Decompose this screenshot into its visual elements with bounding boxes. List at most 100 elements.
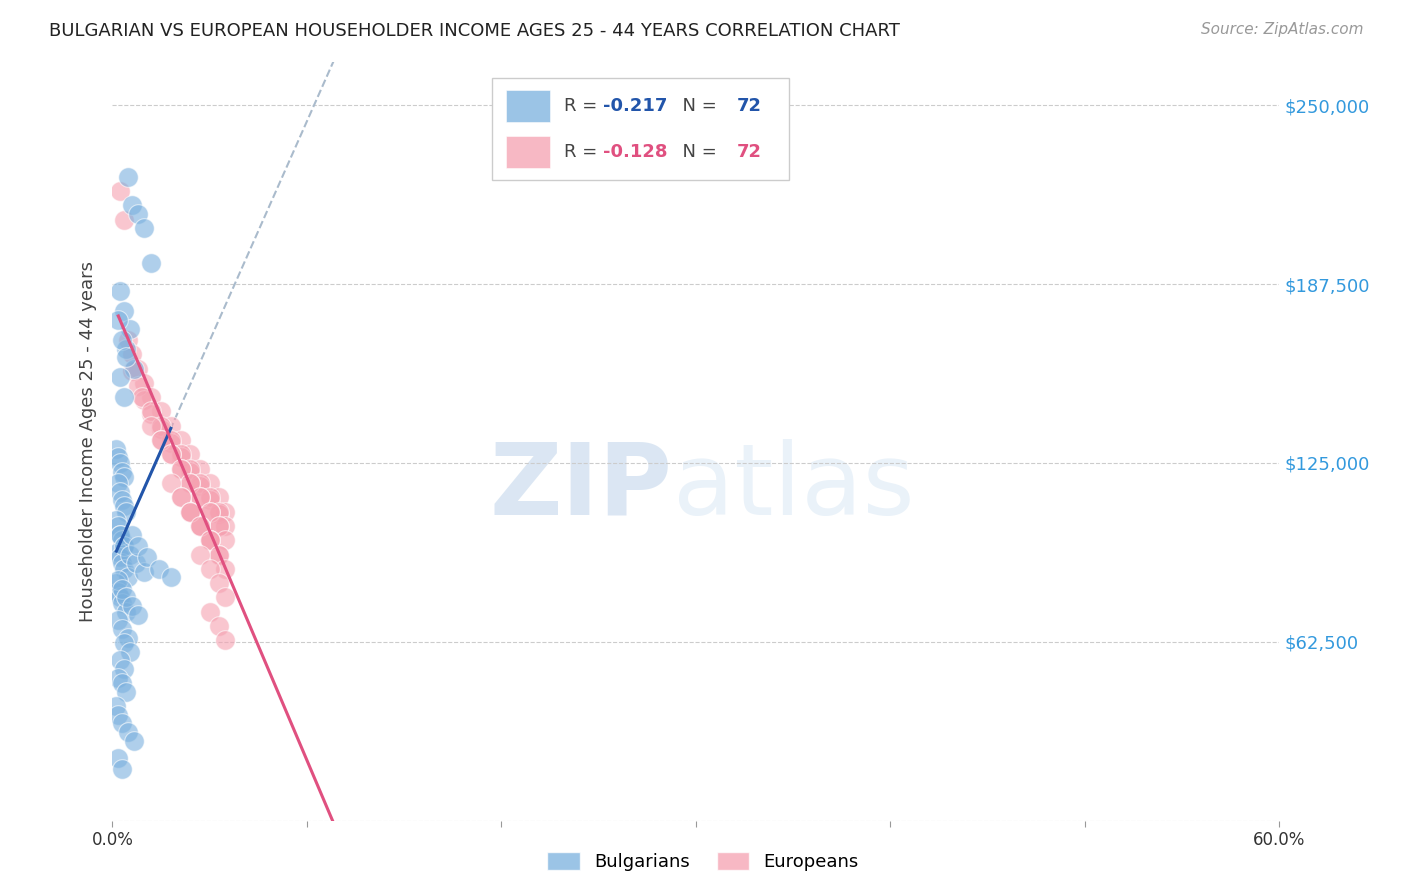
FancyBboxPatch shape bbox=[506, 136, 550, 168]
Bulgarians bbox=[110, 484, 132, 499]
Europeans bbox=[150, 404, 173, 418]
Bulgarians bbox=[107, 476, 129, 491]
Bulgarians bbox=[107, 544, 129, 558]
Europeans bbox=[127, 378, 149, 392]
Europeans bbox=[179, 465, 201, 479]
Europeans bbox=[117, 333, 139, 347]
Europeans bbox=[112, 212, 135, 227]
Bulgarians bbox=[111, 622, 134, 636]
Bulgarians bbox=[107, 750, 129, 764]
Europeans bbox=[121, 364, 143, 378]
Europeans bbox=[208, 505, 231, 519]
Europeans bbox=[188, 491, 211, 505]
Europeans bbox=[179, 505, 201, 519]
Europeans bbox=[179, 476, 201, 491]
Bulgarians bbox=[141, 256, 163, 270]
Bulgarians bbox=[111, 333, 134, 347]
Europeans bbox=[110, 184, 132, 198]
Y-axis label: Householder Income Ages 25 - 44 years: Householder Income Ages 25 - 44 years bbox=[79, 261, 97, 622]
Bulgarians bbox=[121, 527, 143, 541]
Bulgarians bbox=[111, 762, 134, 776]
Europeans bbox=[179, 447, 201, 461]
Bulgarians bbox=[105, 699, 128, 714]
Bulgarians bbox=[132, 565, 155, 579]
Bulgarians bbox=[107, 450, 129, 465]
Europeans bbox=[160, 476, 183, 491]
Bulgarians bbox=[112, 562, 135, 576]
Bulgarians bbox=[115, 505, 138, 519]
Text: ZIP: ZIP bbox=[489, 439, 672, 535]
Europeans bbox=[188, 491, 211, 505]
Bulgarians bbox=[127, 607, 149, 622]
Europeans bbox=[132, 376, 155, 390]
Bulgarians bbox=[122, 733, 145, 747]
Bulgarians bbox=[117, 631, 139, 645]
Europeans bbox=[198, 533, 221, 548]
Text: 72: 72 bbox=[737, 143, 762, 161]
Europeans bbox=[169, 491, 191, 505]
Europeans bbox=[214, 519, 236, 533]
Bulgarians bbox=[112, 662, 135, 676]
Europeans bbox=[188, 548, 211, 562]
Europeans bbox=[121, 347, 143, 361]
Europeans bbox=[179, 461, 201, 475]
Bulgarians bbox=[111, 716, 134, 731]
Bulgarians bbox=[118, 321, 141, 335]
Bulgarians bbox=[105, 442, 128, 456]
Europeans bbox=[214, 633, 236, 648]
Text: -0.128: -0.128 bbox=[603, 143, 666, 161]
Bulgarians bbox=[107, 671, 129, 685]
Europeans bbox=[198, 562, 221, 576]
Bulgarians bbox=[111, 596, 134, 610]
Europeans bbox=[160, 418, 183, 433]
Bulgarians bbox=[112, 390, 135, 404]
Bulgarians bbox=[117, 570, 139, 584]
Europeans bbox=[150, 433, 173, 447]
Bulgarians bbox=[110, 285, 132, 299]
Text: -0.217: -0.217 bbox=[603, 96, 666, 115]
Bulgarians bbox=[112, 470, 135, 484]
Europeans bbox=[208, 576, 231, 591]
Bulgarians bbox=[107, 707, 129, 722]
Europeans bbox=[198, 605, 221, 619]
Bulgarians bbox=[118, 548, 141, 562]
Bulgarians bbox=[115, 350, 138, 364]
Europeans bbox=[169, 461, 191, 475]
Europeans bbox=[188, 461, 211, 475]
Europeans bbox=[198, 505, 221, 519]
Bulgarians bbox=[107, 313, 129, 327]
Europeans bbox=[198, 476, 221, 491]
Bulgarians bbox=[110, 653, 132, 667]
Europeans bbox=[208, 519, 231, 533]
Bulgarians bbox=[118, 645, 141, 659]
FancyBboxPatch shape bbox=[506, 90, 550, 121]
Bulgarians bbox=[107, 613, 129, 627]
Europeans bbox=[169, 461, 191, 475]
Europeans bbox=[150, 418, 173, 433]
Europeans bbox=[198, 493, 221, 508]
Bulgarians bbox=[117, 725, 139, 739]
Europeans bbox=[214, 591, 236, 605]
Text: Source: ZipAtlas.com: Source: ZipAtlas.com bbox=[1201, 22, 1364, 37]
Europeans bbox=[208, 548, 231, 562]
Bulgarians bbox=[111, 493, 134, 508]
FancyBboxPatch shape bbox=[492, 78, 789, 180]
Bulgarians bbox=[111, 676, 134, 690]
Text: N =: N = bbox=[672, 143, 723, 161]
Europeans bbox=[160, 436, 183, 450]
Bulgarians bbox=[127, 539, 149, 553]
Text: R =: R = bbox=[564, 96, 603, 115]
Text: N =: N = bbox=[672, 96, 723, 115]
Europeans bbox=[214, 505, 236, 519]
Bulgarians bbox=[107, 584, 129, 599]
Europeans bbox=[188, 476, 211, 491]
Bulgarians bbox=[132, 221, 155, 235]
Europeans bbox=[141, 418, 163, 433]
Europeans bbox=[198, 533, 221, 548]
Europeans bbox=[198, 533, 221, 548]
Europeans bbox=[188, 479, 211, 493]
Bulgarians bbox=[112, 304, 135, 318]
Bulgarians bbox=[111, 465, 134, 479]
Bulgarians bbox=[112, 499, 135, 513]
Europeans bbox=[169, 491, 191, 505]
